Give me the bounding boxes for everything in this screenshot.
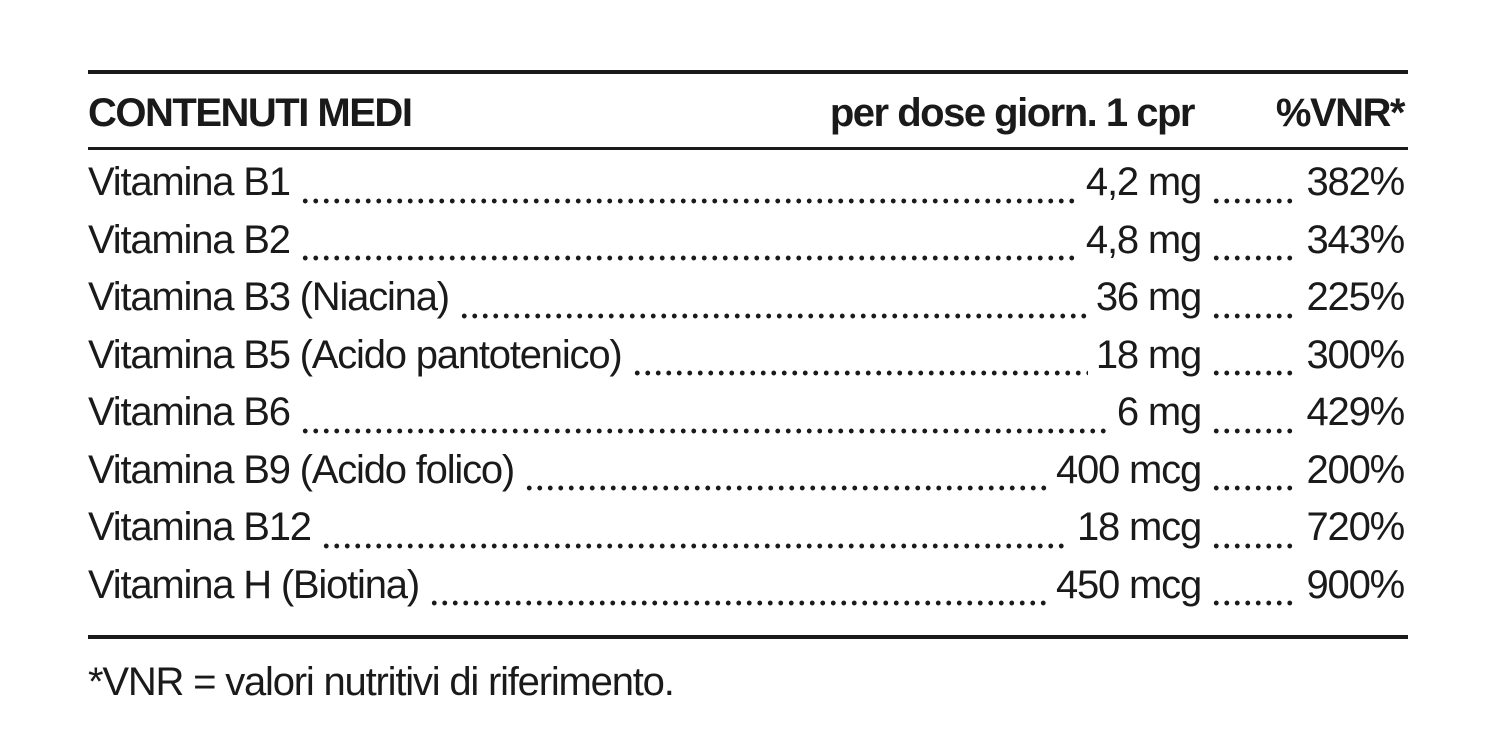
dot-leader — [1211, 600, 1296, 606]
nutrient-amount: 4,2 mg — [1085, 160, 1202, 204]
dot-leader — [320, 542, 1070, 549]
dot-leader — [1211, 485, 1296, 491]
nutrient-name: Vitamina B12 — [88, 505, 312, 549]
table-row: Vitamina B3 (Niacina) 36 mg 225% — [88, 275, 1405, 333]
header-vnr: %VNR* — [1275, 90, 1406, 135]
nutrient-vnr: 900% — [1306, 562, 1405, 607]
dot-leader — [1211, 427, 1296, 434]
dot-leader — [1211, 197, 1296, 204]
table-header: CONTENUTI MEDI per dose giorn. 1 cpr %VN… — [88, 88, 1406, 138]
dot-leader — [299, 197, 1078, 204]
table-row: Vitamina H (Biotina) 450 mcg 900% — [88, 562, 1405, 621]
nutrient-amount: 18 mg — [1095, 332, 1202, 377]
nutrient-table: Vitamina B1 4,2 mg 382% Vitamina B2 4,8 mg 3… — [88, 160, 1405, 621]
dot-leader — [458, 312, 1088, 319]
dot-leader — [1211, 255, 1296, 261]
nutrient-vnr: 382% — [1306, 160, 1405, 204]
nutrient-amount: 4,8 mg — [1085, 217, 1202, 262]
top-rule — [88, 70, 1408, 74]
header-name: CONTENUTI MEDI — [88, 90, 413, 135]
bottom-rule — [88, 635, 1408, 639]
nutrient-amount: 400 mcg — [1055, 447, 1202, 492]
dot-leader — [299, 255, 1078, 261]
table-row: Vitamina B12 18 mcg 720% — [88, 505, 1405, 563]
table-row: Vitamina B9 (Acido folico) 400 mcg 200% — [88, 447, 1405, 506]
dot-leader — [631, 370, 1088, 376]
nutrient-name: Vitamina B9 (Acido folico) — [88, 447, 515, 492]
dot-leader — [524, 485, 1048, 491]
dot-leader — [1211, 542, 1296, 549]
table-row: Vitamina B6 6 mg 429% — [88, 390, 1405, 448]
nutrient-vnr: 200% — [1306, 447, 1405, 492]
dot-leader — [299, 427, 1109, 434]
nutrient-vnr: 225% — [1306, 275, 1405, 319]
dot-leader — [1211, 312, 1296, 319]
nutrient-vnr: 300% — [1306, 332, 1405, 377]
table-row: Vitamina B2 4,8 mg 343% — [88, 217, 1405, 276]
nutrient-vnr: 429% — [1306, 390, 1405, 434]
nutrient-name: Vitamina B6 — [88, 390, 291, 434]
nutrient-amount: 450 mcg — [1055, 562, 1202, 607]
dot-leader — [1211, 370, 1296, 376]
nutrient-name: Vitamina B3 (Niacina) — [88, 275, 450, 319]
dot-leader — [428, 600, 1048, 606]
nutrient-amount: 18 mcg — [1077, 505, 1202, 549]
nutrient-amount: 36 mg — [1095, 275, 1202, 319]
table-row: Vitamina B1 4,2 mg 382% — [88, 160, 1405, 218]
nutrient-name: Vitamina B5 (Acido pantotenico) — [88, 332, 623, 377]
header-rule — [88, 147, 1408, 150]
table-row: Vitamina B5 (Acido pantotenico) 18 mg 300% — [88, 332, 1405, 391]
nutrient-name: Vitamina B1 — [88, 160, 291, 204]
nutrient-name: Vitamina B2 — [88, 217, 291, 262]
nutrient-name: Vitamina H (Biotina) — [88, 562, 420, 607]
footnote: *VNR = valori nutritivi di riferimento. — [88, 660, 675, 704]
nutrient-amount: 6 mg — [1116, 390, 1202, 434]
header-amount: per dose giorn. 1 cpr — [829, 90, 1196, 135]
nutrient-vnr: 343% — [1306, 217, 1405, 262]
nutrient-vnr: 720% — [1306, 505, 1405, 549]
